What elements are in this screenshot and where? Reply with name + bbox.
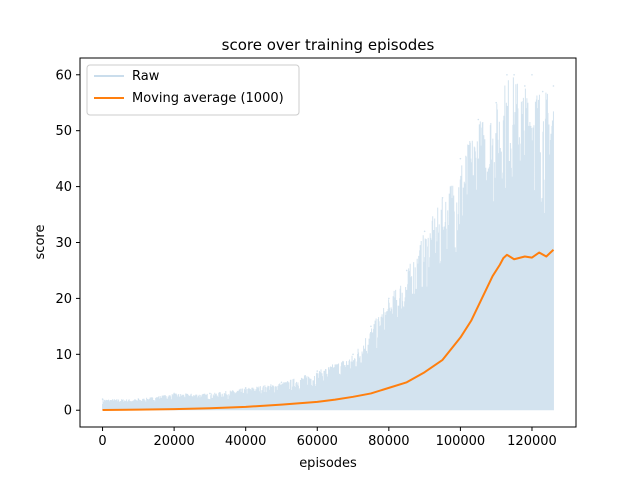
series-raw-peak <box>552 85 555 87</box>
series-raw-peak <box>441 196 444 199</box>
series-raw-peak <box>506 73 508 76</box>
x-tick-label: 120000 <box>507 434 557 449</box>
x-tick-label: 40000 <box>225 434 266 449</box>
series-raw-peak <box>513 73 515 76</box>
x-axis: 0 20000 40000 60000 80000 100000 120000 <box>98 427 557 449</box>
series-raw-peak <box>173 392 175 395</box>
series-raw-peak <box>405 269 408 272</box>
y-tick-label: 30 <box>55 236 72 251</box>
x-axis-label: episodes <box>299 456 357 471</box>
series-raw-peak <box>541 90 544 93</box>
series-raw-peak <box>316 370 319 372</box>
y-axis-label: score <box>33 225 48 260</box>
y-tick-label: 20 <box>55 292 72 307</box>
legend: Raw Moving average (1000) <box>86 64 300 116</box>
chart-title: score over training episodes <box>222 36 435 54</box>
x-tick-label: 0 <box>98 434 106 449</box>
series-raw-peak <box>352 353 354 356</box>
y-tick-label: 10 <box>55 348 72 363</box>
series-raw-peak <box>423 230 426 233</box>
series-raw-peak <box>280 381 283 384</box>
legend-label-raw: Raw <box>132 69 160 84</box>
series-raw-peak <box>388 297 390 300</box>
series-raw-band <box>102 77 554 411</box>
x-tick-label: 100000 <box>436 434 486 449</box>
series-moving-average <box>102 249 555 411</box>
x-tick-label: 60000 <box>297 434 338 449</box>
series-raw-peak <box>459 157 462 160</box>
series-raw-peak <box>370 325 372 328</box>
x-tick-label: 20000 <box>153 434 194 449</box>
y-tick-label: 0 <box>64 404 72 419</box>
series-raw-peak <box>101 398 104 400</box>
y-tick-label: 40 <box>55 180 72 195</box>
legend-label-moving-average: Moving average (1000) <box>132 91 284 106</box>
series-raw <box>101 73 555 411</box>
legend-box <box>86 64 300 116</box>
series-raw-peak <box>209 392 211 395</box>
series-raw-peak <box>244 387 247 389</box>
y-tick-label: 50 <box>55 124 72 139</box>
y-axis: 0 10 20 30 40 50 60 <box>55 68 80 419</box>
x-tick-label: 80000 <box>368 434 409 449</box>
series-raw-peak <box>477 118 480 121</box>
series-raw-peak <box>524 85 526 87</box>
series-raw-peak <box>137 398 140 400</box>
series-raw-peak <box>531 73 533 76</box>
series-raw-peak <box>495 101 498 104</box>
plot-area <box>101 73 555 411</box>
y-tick-label: 60 <box>55 68 72 83</box>
